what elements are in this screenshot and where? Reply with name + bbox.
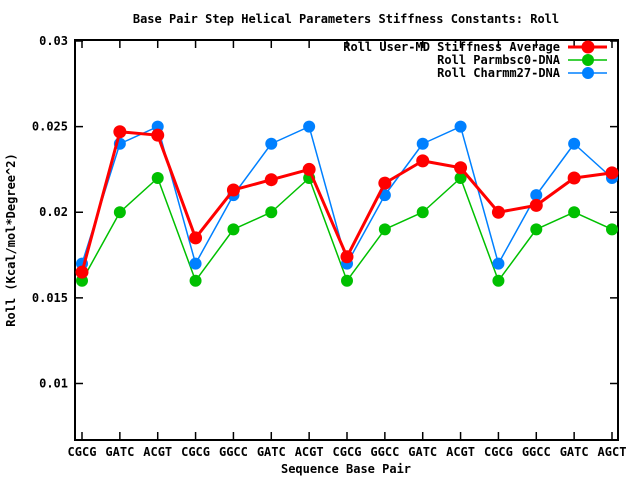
x-tick-label: CGCG — [484, 445, 513, 459]
data-point-marker — [227, 223, 240, 236]
y-tick-label: 0.02 — [39, 205, 68, 219]
x-tick-label: GATC — [105, 445, 134, 459]
x-tick-label: CGCG — [181, 445, 210, 459]
data-point-marker — [151, 128, 165, 142]
data-point-marker — [151, 171, 164, 184]
legend-entry: Roll User-MD Stiffness Average — [343, 40, 607, 54]
data-point-marker — [491, 205, 505, 219]
x-tick-label: GGCC — [219, 445, 248, 459]
data-point-marker — [75, 265, 89, 279]
x-tick-label: GATC — [257, 445, 286, 459]
data-point-marker — [226, 183, 240, 197]
x-tick-label: GATC — [560, 445, 589, 459]
data-point-marker — [568, 137, 581, 150]
series-charmm27 — [76, 120, 618, 270]
y-tick-label: 0.025 — [32, 120, 68, 134]
legend-marker-icon — [581, 40, 595, 54]
data-point-marker — [265, 137, 278, 150]
data-point-marker — [189, 274, 202, 287]
y-tick-label: 0.01 — [39, 376, 68, 390]
x-tick-label: CGCG — [333, 445, 362, 459]
x-axis-label: Sequence Base Pair — [281, 462, 411, 476]
data-point-marker — [378, 223, 391, 236]
x-tick-label: CGCG — [68, 445, 97, 459]
legend-entry: Roll Parmbsc0-DNA — [437, 53, 607, 67]
legend-entry: Roll Charmm27-DNA — [437, 66, 607, 80]
x-tick-label: GGCC — [370, 445, 399, 459]
plot-border — [74, 39, 619, 441]
x-tick-label: GATC — [408, 445, 437, 459]
data-point-marker — [529, 198, 543, 212]
data-point-marker — [454, 120, 467, 133]
data-point-marker — [454, 171, 467, 184]
data-point-marker — [189, 257, 202, 270]
data-point-marker — [303, 120, 316, 133]
series-user-md — [75, 125, 619, 279]
data-point-marker — [530, 223, 543, 236]
series-parmbsc0 — [76, 171, 618, 287]
data-point-marker — [605, 166, 619, 180]
legend-marker-icon — [582, 54, 594, 66]
data-point-marker — [492, 257, 505, 270]
legend-marker-icon — [582, 67, 594, 79]
chart-title: Base Pair Step Helical Parameters Stiffn… — [133, 12, 559, 26]
y-axis-label: Roll (Kcal/mol*Degree^2) — [4, 153, 18, 326]
x-tick-label: ACGT — [446, 445, 475, 459]
plot-area: 0.01 0.015 0.02 0.025 0.03 CGCG GATC ACGT CGCG GG… — [32, 34, 627, 459]
x-tick-label: ACGT — [143, 445, 172, 459]
data-point-marker — [340, 250, 354, 264]
data-point-marker — [530, 189, 543, 202]
data-point-marker — [492, 274, 505, 287]
y-tick-label: 0.03 — [39, 34, 68, 48]
data-point-marker — [113, 125, 127, 139]
data-point-marker — [567, 171, 581, 185]
x-tick-label: AGCT — [598, 445, 627, 459]
legend-label: Roll User-MD Stiffness Average — [343, 40, 560, 54]
x-tick-label: ACGT — [295, 445, 324, 459]
data-point-marker — [302, 162, 316, 176]
data-point-marker — [341, 274, 353, 287]
data-point-marker — [416, 206, 429, 219]
data-point-marker — [416, 154, 430, 168]
data-point-marker — [265, 206, 278, 219]
data-point-marker — [454, 161, 468, 175]
data-point-marker — [606, 223, 618, 236]
data-point-marker — [113, 206, 126, 219]
data-point-marker — [568, 206, 581, 219]
data-point-marker — [416, 137, 429, 150]
legend-label: Roll Parmbsc0-DNA — [437, 53, 561, 67]
y-tick-label: 0.015 — [32, 291, 68, 305]
data-point-marker — [264, 173, 278, 187]
data-point-marker — [189, 231, 203, 245]
x-tick-label: GGCC — [522, 445, 551, 459]
data-point-marker — [378, 176, 392, 190]
legend-label: Roll Charmm27-DNA — [437, 66, 561, 80]
